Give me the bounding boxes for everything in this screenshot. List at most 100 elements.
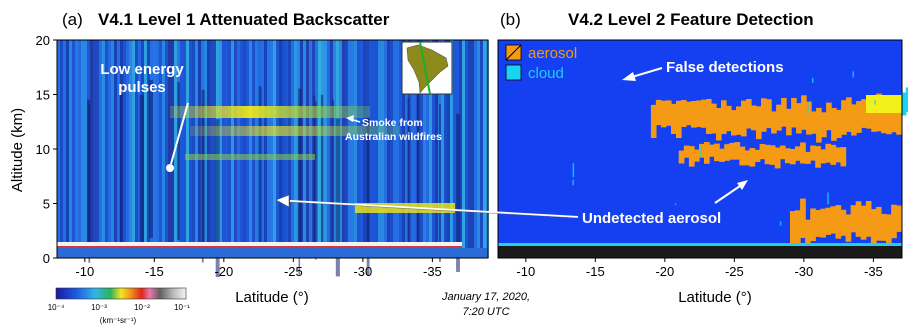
low-energy-profile	[335, 118, 340, 277]
aerosol-feature	[841, 100, 847, 135]
colorbar-tick-1e-3: 10⁻³	[91, 303, 107, 312]
x-tick-label: -15	[145, 264, 164, 279]
aerosol-feature	[825, 207, 832, 235]
profile-column	[429, 40, 432, 258]
y-tick-label: 15	[36, 88, 50, 103]
profile-column	[75, 40, 78, 258]
aerosol-feature	[840, 147, 847, 167]
profile-column	[405, 40, 408, 258]
profile-column	[234, 40, 237, 258]
panel-a-title: V4.1 Level 1 Attenuated Backscatter	[98, 10, 390, 29]
false-detections-head	[622, 72, 636, 81]
low-energy-profile	[258, 86, 262, 245]
smoke-pointer-head	[346, 115, 354, 122]
aerosol-feature	[860, 205, 867, 240]
x-tick-label: -10	[75, 264, 94, 279]
aerosol-feature	[714, 143, 720, 162]
profile-column	[255, 40, 258, 258]
profile-column	[189, 40, 192, 258]
aerosol-feature	[779, 145, 786, 160]
profile-column	[222, 40, 225, 258]
aerosol-feature	[805, 151, 811, 164]
profile-column	[198, 40, 201, 258]
profile-column	[378, 40, 381, 258]
aerosol-feature	[711, 103, 717, 134]
profile-column	[117, 40, 120, 258]
profile-column	[483, 40, 486, 258]
aerosol-feature	[746, 99, 752, 129]
aerosol-feature	[830, 144, 837, 165]
cloud-feature	[901, 92, 907, 116]
aerosol-feature	[726, 105, 732, 132]
profile-column	[168, 40, 171, 258]
profile-column	[186, 40, 189, 258]
profile-column	[78, 40, 81, 258]
aerosol-feature	[825, 143, 832, 163]
false-detections-label: False detections	[666, 59, 784, 76]
colorbar-tick-1e-4: 10⁻⁴	[48, 303, 65, 312]
x-tick-label: -30	[794, 264, 813, 279]
profile-column	[459, 40, 462, 258]
aerosol-feature	[810, 145, 816, 161]
profile-column	[63, 40, 66, 258]
false-detection-mark	[807, 102, 809, 113]
aerosol-feature	[850, 205, 857, 233]
aerosol-feature	[751, 105, 757, 131]
south-america-shape	[406, 44, 449, 94]
profile-column	[453, 40, 456, 258]
aerosol-feature	[791, 98, 797, 128]
aerosol-feature	[681, 100, 687, 127]
profile-column	[447, 40, 450, 258]
profile-column	[183, 40, 186, 258]
profile-column	[384, 40, 387, 258]
aerosol-feature	[683, 145, 690, 158]
aerosol-feature	[820, 208, 826, 238]
profile-column	[327, 40, 330, 258]
undetected-head-right	[737, 180, 748, 190]
profile-column	[57, 40, 60, 258]
profile-column	[411, 40, 414, 258]
false-detection-mark	[572, 163, 575, 178]
aerosol-feature	[766, 99, 772, 129]
profile-column	[228, 40, 231, 258]
aerosol-feature	[870, 209, 877, 252]
profile-column	[252, 40, 255, 258]
profile-column	[204, 40, 207, 258]
aerosol-feature	[886, 214, 892, 249]
colorbar-tick-1e-2: 10⁻²	[134, 303, 150, 312]
aerosol-feature	[716, 108, 722, 141]
aerosol-feature	[676, 100, 682, 138]
profile-column	[471, 40, 474, 258]
aerosol-feature	[815, 146, 821, 168]
aerosol-feature	[851, 104, 857, 136]
aerosol-feature	[719, 148, 725, 162]
aerosol-feature	[781, 98, 787, 127]
panel-b-letter: (b)	[500, 10, 521, 29]
aerosol-feature	[784, 148, 791, 164]
profile-column	[351, 40, 354, 258]
profile-column	[309, 40, 312, 258]
aerosol-feature	[820, 149, 826, 164]
surface-return-white	[57, 242, 462, 246]
profile-column	[105, 40, 108, 258]
aerosol-feature	[699, 143, 705, 158]
cloud-bright-patch	[866, 95, 902, 113]
profile-column	[480, 40, 483, 258]
aerosol-feature	[800, 142, 806, 164]
profile-column	[60, 40, 63, 258]
x-tick-label: -15	[586, 264, 605, 279]
profile-column	[123, 40, 126, 258]
profile-column	[93, 40, 96, 258]
aerosol-feature	[704, 142, 710, 164]
undetected-pointer-left-outline	[289, 201, 579, 219]
y-tick-label: 20	[36, 33, 50, 48]
profile-column	[285, 40, 288, 258]
profile-column	[270, 40, 273, 258]
profile-column	[240, 40, 243, 258]
profile-column	[450, 40, 453, 258]
profile-column	[111, 40, 114, 258]
aerosol-feature	[678, 150, 685, 164]
profile-column	[294, 40, 297, 258]
legend-cloud-label: cloud	[528, 65, 564, 82]
